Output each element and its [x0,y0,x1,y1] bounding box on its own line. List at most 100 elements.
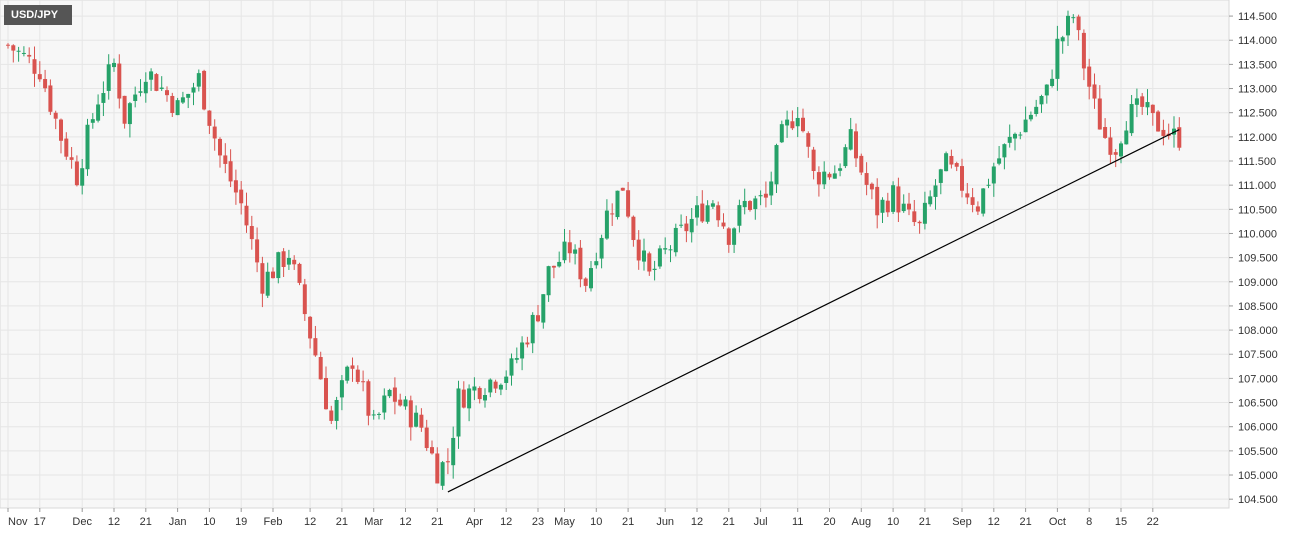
candle-body [758,195,763,197]
candle-body [615,190,620,218]
candle-body [334,399,339,421]
candle-body [467,388,472,409]
candle-body [954,163,959,167]
candle-body [679,224,684,226]
candle-body [106,64,111,91]
candle-body [96,104,101,121]
candle-body [975,206,980,212]
candle-body [806,133,811,147]
candle-body [938,169,943,183]
candle-body [695,205,699,218]
y-tick-label: 112.000 [1238,132,1277,144]
y-tick-label: 110.500 [1238,204,1277,216]
candle-body [960,166,964,191]
candle-body [1071,17,1076,19]
candle-body [472,386,477,391]
candle-body [1050,78,1055,86]
y-tick-label: 106.000 [1238,422,1278,434]
x-tick-label: 20 [823,516,835,528]
candle-body [339,380,344,398]
candle-body [165,90,169,96]
y-tick-label: 109.500 [1238,253,1278,265]
candle-body [1134,98,1139,105]
candle-body [922,202,927,224]
y-tick-label: 108.500 [1238,301,1278,313]
candle-body [626,190,631,217]
candle-body [403,399,408,407]
candle-body [1087,66,1092,87]
y-tick-label: 107.000 [1238,373,1278,385]
candle-body [138,91,143,93]
y-tick-label: 105.000 [1238,470,1278,482]
candle-body [1108,137,1113,155]
x-tick-label: Mar [364,516,383,528]
candle-body [1023,119,1028,133]
candle-body [382,395,387,413]
candle-body [414,412,419,427]
candle-body [392,387,397,402]
x-tick-label: Jan [169,516,187,528]
x-tick-label: 21 [919,516,931,528]
candle-body [657,248,662,267]
candle-body [620,187,625,191]
candle-body [435,453,440,484]
candle-body [493,381,498,389]
candle-body [21,52,26,54]
candle-body [37,74,42,80]
candle-body [997,158,1002,164]
candle-body [345,366,350,381]
candle-body [1140,96,1145,107]
candle-body [408,400,413,428]
candle-body [281,251,286,267]
candle-body [186,93,191,98]
candle-body [27,54,32,57]
candle-body [901,203,906,212]
candle-body [1092,84,1097,99]
candle-body [589,268,593,289]
y-tick-label: 112.500 [1238,108,1277,120]
candle-body [202,70,207,110]
x-tick-label: 15 [1115,516,1127,528]
candle-body [1156,111,1161,132]
candle-body [673,227,678,253]
candle-body [599,237,604,259]
x-tick-label: 12 [108,516,120,528]
candle-body [875,186,880,216]
candle-body [419,414,424,428]
y-axis: 104.500 105.000 105.500 106.000 106.500 107.0… [1229,11,1278,506]
candle-body [891,185,896,212]
candle-body [159,87,164,89]
candle-body [1150,104,1155,114]
candle-body [880,199,885,213]
x-tick-label: Oct [1049,516,1066,528]
candle-body [445,461,450,463]
candle-body [1002,144,1007,158]
candle-body [1018,134,1023,136]
candle-body [371,414,376,416]
candle-body [249,226,254,240]
candle-body [451,437,456,466]
plot-background [0,0,1230,509]
candle-body [488,379,493,393]
candle-body [1081,32,1086,69]
candle-body [1145,102,1150,108]
candle-body [843,147,848,167]
candle-body [64,138,69,157]
candle-body [684,223,689,232]
x-tick-label: 21 [431,516,443,528]
candle-body [1103,127,1108,138]
candle-body [557,261,562,267]
x-tick-label: 12 [500,516,512,528]
candle-body [1113,152,1118,155]
candle-body [461,389,466,408]
candle-body [689,218,694,233]
y-tick-label: 107.500 [1238,349,1278,361]
candle-body [790,121,795,129]
candle-body [233,180,238,193]
candle-body [970,197,975,205]
x-tick-label: Aug [852,516,872,528]
candle-body [297,263,302,283]
candle-body [424,427,429,449]
candle-body [180,97,185,103]
candle-body [604,210,609,239]
